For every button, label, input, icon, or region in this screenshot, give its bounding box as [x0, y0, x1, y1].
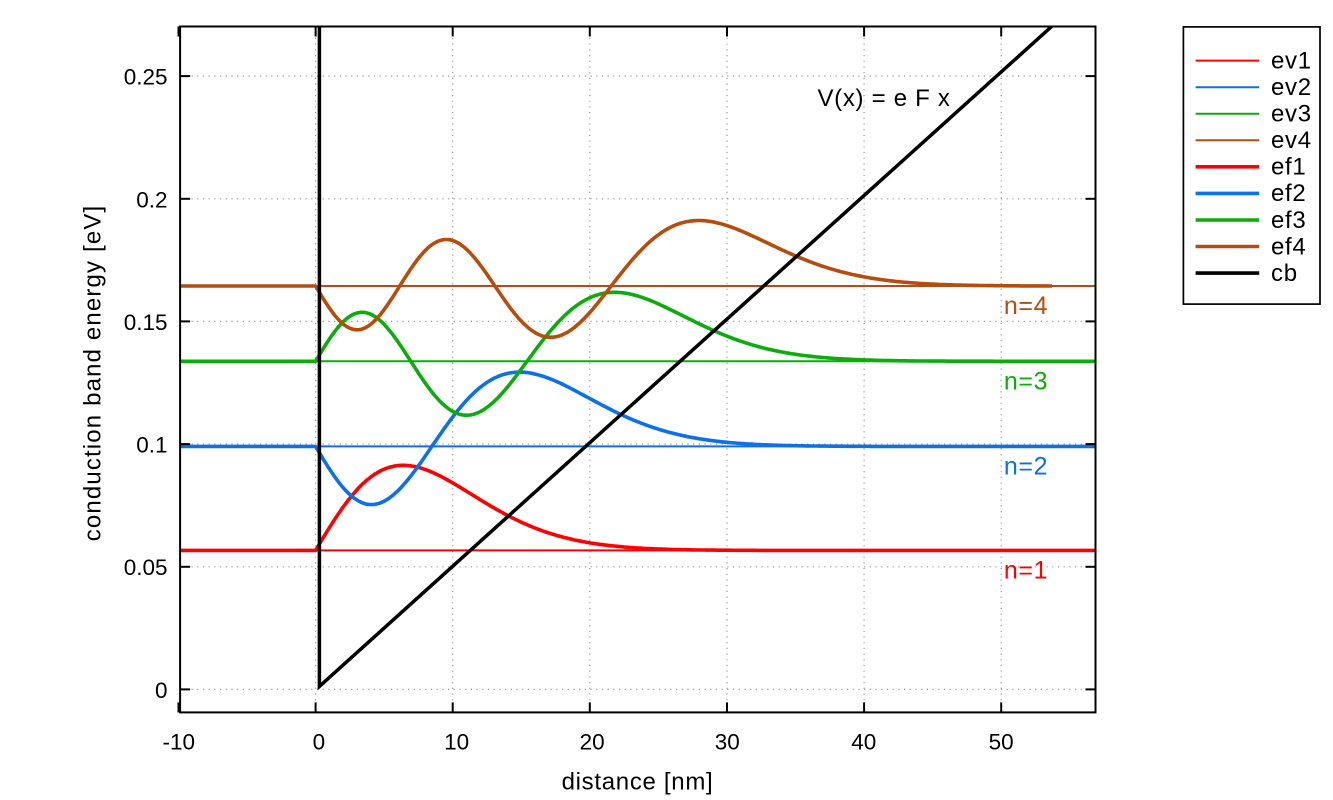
svg-text:0.25: 0.25: [124, 65, 168, 90]
svg-text:n=1: n=1: [1004, 557, 1048, 585]
svg-text:cb: cb: [1271, 260, 1298, 287]
svg-text:20: 20: [580, 730, 605, 755]
svg-text:50: 50: [989, 730, 1014, 755]
svg-text:ef3: ef3: [1271, 207, 1306, 234]
svg-text:n=2: n=2: [1004, 453, 1048, 481]
svg-text:ev1: ev1: [1271, 47, 1312, 74]
svg-text:0: 0: [155, 678, 168, 703]
svg-text:n=4: n=4: [1004, 292, 1048, 320]
svg-text:40: 40: [851, 730, 876, 755]
svg-text:conduction band energy [eV]: conduction band energy [eV]: [80, 205, 107, 542]
svg-text:0.15: 0.15: [124, 310, 168, 335]
svg-text:0.1: 0.1: [136, 433, 167, 458]
svg-text:10: 10: [444, 730, 469, 755]
svg-text:distance [nm]: distance [nm]: [562, 768, 714, 795]
svg-text:V(x) = e F x: V(x) = e F x: [817, 85, 950, 112]
svg-text:ef2: ef2: [1271, 180, 1306, 207]
svg-text:n=3: n=3: [1004, 367, 1048, 395]
svg-text:ev4: ev4: [1271, 127, 1312, 154]
svg-text:0: 0: [313, 730, 326, 755]
svg-text:ef1: ef1: [1271, 154, 1306, 181]
svg-text:0.05: 0.05: [124, 555, 168, 580]
svg-text:ev3: ev3: [1271, 101, 1312, 128]
svg-text:0.2: 0.2: [136, 187, 167, 212]
svg-text:-10: -10: [163, 730, 196, 755]
svg-text:ef4: ef4: [1271, 233, 1306, 260]
svg-text:30: 30: [715, 730, 740, 755]
svg-text:ev2: ev2: [1271, 74, 1312, 101]
